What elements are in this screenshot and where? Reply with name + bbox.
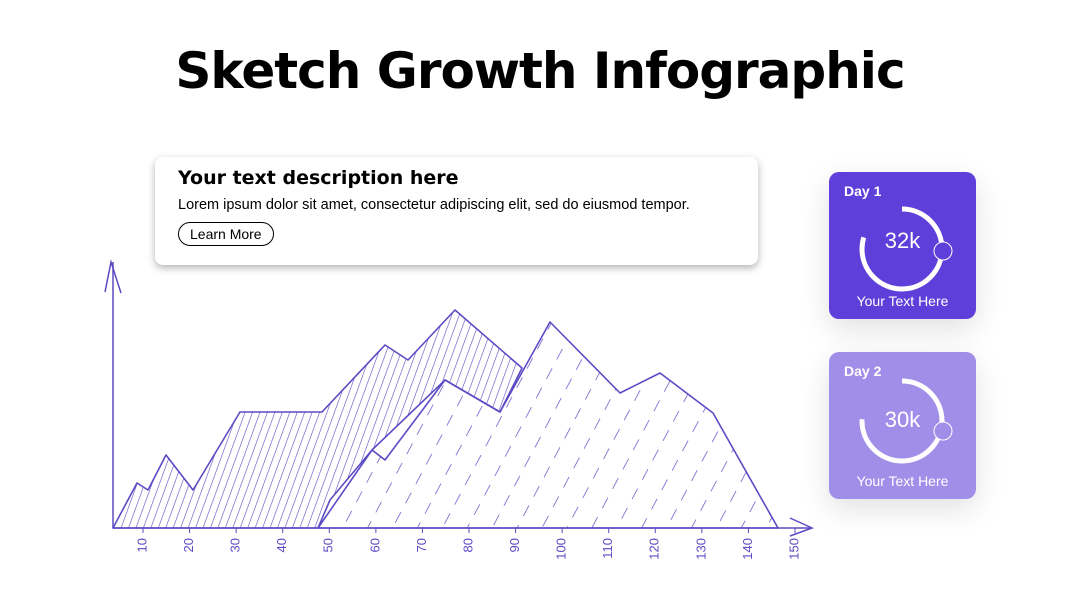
- x-tick-label: 70: [414, 538, 429, 552]
- title: Sketch Growth Infographic: [175, 42, 905, 100]
- x-tick-label: 20: [181, 538, 196, 552]
- card: Day 1 32k Your Text Here: [829, 172, 976, 319]
- ring: [859, 378, 953, 464]
- x-tick-label: 140: [740, 538, 755, 560]
- card-caption: Your Text Here: [856, 473, 949, 489]
- back-mountain: [112, 309, 523, 529]
- description-heading: Your text description here: [178, 167, 459, 189]
- card-value: 30k: [884, 407, 921, 432]
- x-tick-label: 150: [786, 538, 801, 560]
- description-box: Your text description here Lorem ipsum d…: [155, 157, 758, 265]
- x-tick-label: 60: [367, 538, 382, 552]
- card: Day 2 30k Your Text Here: [829, 352, 976, 499]
- x-tick-label: 120: [647, 538, 662, 560]
- card-value: 32k: [884, 228, 921, 253]
- x-arrow: [789, 517, 814, 537]
- x-tick-label: 80: [460, 538, 475, 552]
- y-arrow: [104, 259, 122, 294]
- description-body: Lorem ipsum dolor sit amet, consectetur …: [178, 197, 690, 213]
- ring: [859, 206, 953, 292]
- x-tick-label: 10: [134, 538, 149, 552]
- card-label: Day 1: [844, 183, 882, 199]
- x-tick-label: 90: [507, 538, 522, 552]
- x-tick-label: 110: [600, 538, 615, 559]
- card-caption: Your Text Here: [856, 293, 949, 309]
- x-tick-label: 40: [274, 538, 289, 552]
- x-tick-label: 100: [554, 538, 569, 560]
- learn-more-button[interactable]: Learn More: [178, 222, 274, 246]
- front-mountain: [317, 321, 779, 529]
- x-tick-label: 130: [693, 538, 708, 560]
- card-label: Day 2: [844, 363, 882, 379]
- x-tick-label: 50: [321, 538, 336, 552]
- x-tick-label: 30: [228, 538, 243, 552]
